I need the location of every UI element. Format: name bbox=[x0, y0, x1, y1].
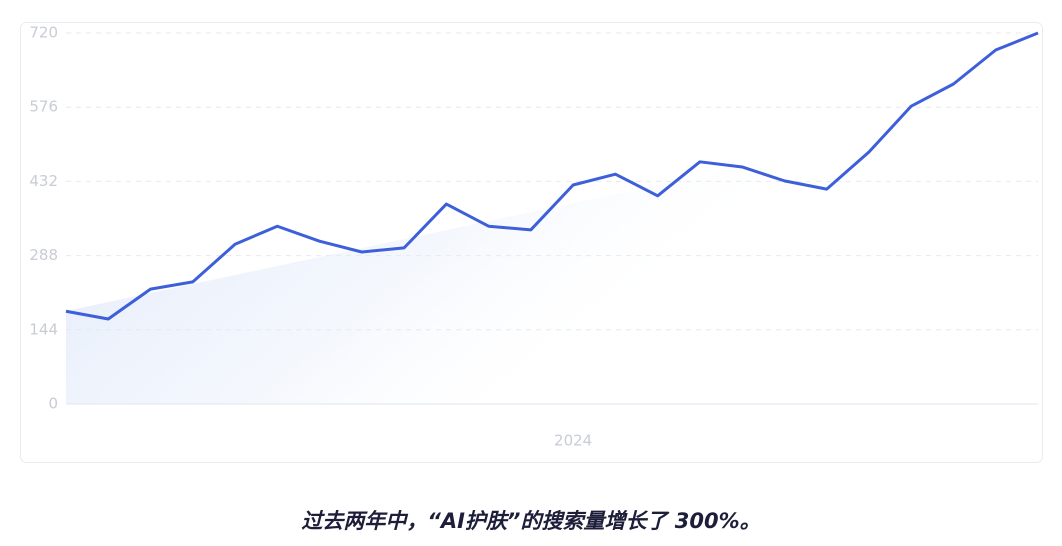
x-tick-label: 2024 bbox=[554, 432, 592, 450]
y-tick-label: 288 bbox=[29, 246, 58, 264]
y-tick-label: 576 bbox=[29, 98, 58, 116]
line bbox=[65, 31, 1039, 321]
trend-area bbox=[66, 140, 870, 404]
y-tick-label: 144 bbox=[29, 320, 58, 338]
y-tick-label: 432 bbox=[29, 172, 58, 190]
y-tick-label: 0 bbox=[48, 395, 58, 413]
caption: 过去两年中，“AI护肤”的搜索量增长了 300%。 bbox=[301, 509, 760, 533]
y-tick-label: 720 bbox=[29, 24, 58, 42]
